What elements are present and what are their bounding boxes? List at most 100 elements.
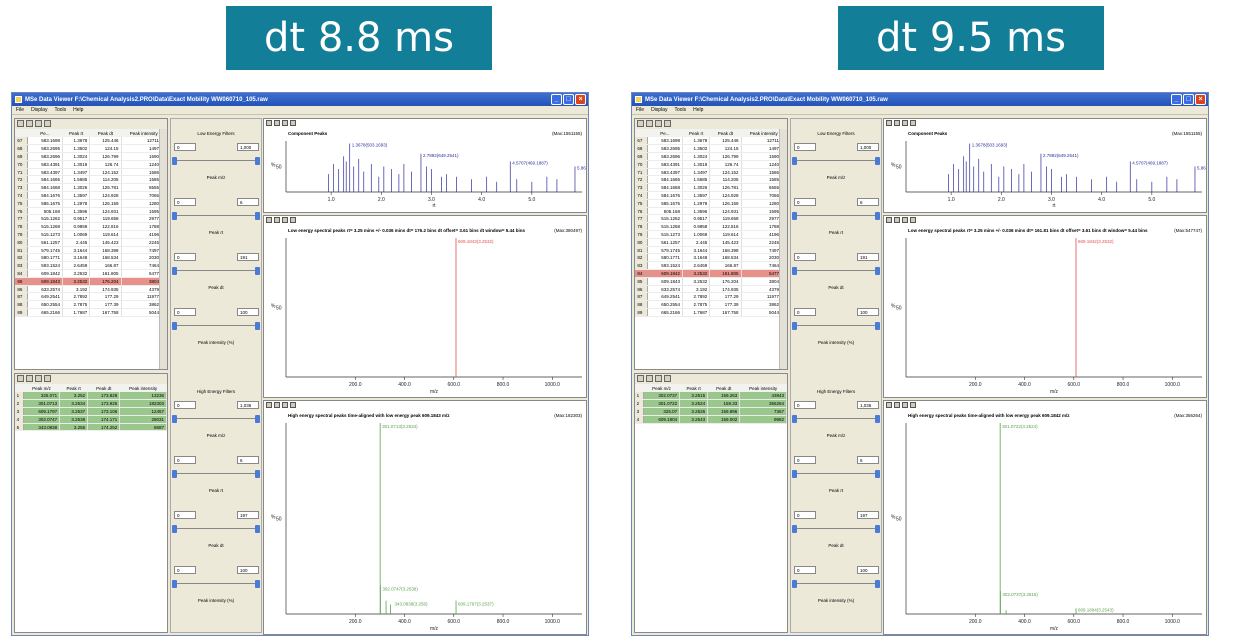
slider-max-handle[interactable] bbox=[875, 267, 880, 275]
toolbar-icon[interactable] bbox=[637, 120, 644, 127]
low-peaks-col-header[interactable]: Pe... bbox=[647, 129, 683, 137]
filter-min-input[interactable]: 0 bbox=[174, 511, 196, 519]
slider-min-handle[interactable] bbox=[172, 157, 177, 165]
filter-slider[interactable] bbox=[172, 157, 260, 165]
chart-tool-icon[interactable] bbox=[266, 217, 272, 223]
filter-slider[interactable] bbox=[172, 580, 260, 588]
filter-min-input[interactable]: 0 bbox=[174, 308, 196, 316]
high-peaks-col-header[interactable]: Peak intensity bbox=[739, 384, 787, 392]
slider-min-handle[interactable] bbox=[172, 470, 177, 478]
chart-tool-icon[interactable] bbox=[266, 402, 272, 408]
chart-tool-icon[interactable] bbox=[894, 120, 900, 126]
table-row[interactable]: 78 515.1268 0.9858 122.816 178817 bbox=[635, 222, 787, 232]
table-row[interactable]: 85 609.1843 3.2532 176.204 380497 bbox=[635, 277, 787, 286]
table-row[interactable]: 3 325.07 3.2526 159.896 7367 bbox=[635, 407, 787, 416]
table-row[interactable]: 1 325.071 3.252 173.828 13236 bbox=[15, 392, 167, 401]
chart-tool-icon[interactable] bbox=[910, 402, 916, 408]
slider-max-handle[interactable] bbox=[875, 525, 880, 533]
filter-slider[interactable] bbox=[172, 322, 260, 330]
slider-min-handle[interactable] bbox=[172, 322, 177, 330]
menu-help[interactable]: Help bbox=[73, 107, 84, 113]
filter-max-input[interactable]: 1,000 bbox=[857, 143, 879, 151]
table-row[interactable]: 67 583.1698 1.3678 125.446 1271139 bbox=[635, 137, 787, 146]
table-row[interactable]: 82 580.1771 3.1648 168.534 203020 bbox=[15, 253, 167, 263]
filter-slider[interactable] bbox=[792, 322, 880, 330]
filter-slider[interactable] bbox=[172, 525, 260, 533]
filter-max-input[interactable]: 1,036 bbox=[857, 401, 879, 409]
slider-max-handle[interactable] bbox=[255, 415, 260, 423]
chart-tool-icon[interactable] bbox=[282, 217, 288, 223]
table-row[interactable]: 73 584.1668 1.3026 126.781 655519 bbox=[635, 183, 787, 193]
slider-max-handle[interactable] bbox=[255, 267, 260, 275]
chart-tool-icon[interactable] bbox=[886, 120, 892, 126]
table-row[interactable]: 84 609.1842 3.2532 161.805 547747 bbox=[15, 269, 167, 278]
slider-max-handle[interactable] bbox=[255, 322, 260, 330]
table-row[interactable]: 84 609.1842 3.2532 161.805 547747 bbox=[635, 269, 787, 278]
slider-max-handle[interactable] bbox=[875, 157, 880, 165]
toolbar-icon[interactable] bbox=[655, 120, 662, 127]
toolbar-icon[interactable] bbox=[637, 375, 644, 382]
toolbar-icon[interactable] bbox=[26, 375, 33, 382]
filter-min-input[interactable]: 0 bbox=[174, 198, 196, 206]
filter-max-input[interactable]: 100 bbox=[857, 308, 879, 316]
minimize-button[interactable]: _ bbox=[551, 94, 562, 105]
menu-file[interactable]: File bbox=[16, 107, 25, 113]
low-peaks-col-header[interactable]: Pe... bbox=[27, 129, 63, 137]
table-row[interactable]: 87 649.2541 2.7892 177.29 1197772 bbox=[15, 292, 167, 302]
filter-max-input[interactable]: 6 bbox=[857, 198, 879, 206]
filter-slider[interactable] bbox=[792, 415, 880, 423]
filter-max-input[interactable]: 100 bbox=[857, 566, 879, 574]
slider-max-handle[interactable] bbox=[255, 157, 260, 165]
filter-slider[interactable] bbox=[792, 580, 880, 588]
high-peaks-col-header[interactable]: Peak dt bbox=[87, 384, 120, 392]
table-row[interactable]: 3 609.1797 3.2537 173.106 12457 bbox=[15, 407, 167, 416]
table-row[interactable]: 71 583.4397 1.3497 124.152 158645 bbox=[635, 168, 787, 177]
table-row[interactable]: 68 583.2695 1.3502 124.15 149765 bbox=[15, 144, 167, 154]
table-row[interactable]: 80 561.1257 2.445 145.423 224538 bbox=[635, 238, 787, 247]
table-row[interactable]: 70 583.4391 1.3019 126.74 124051 bbox=[15, 160, 167, 169]
chart-tool-icon[interactable] bbox=[282, 120, 288, 126]
table-row[interactable]: 72 584.1665 1.5685 114.205 158538 bbox=[635, 175, 787, 185]
filter-max-input[interactable]: 6 bbox=[857, 456, 879, 464]
toolbar-icon[interactable] bbox=[646, 120, 653, 127]
slider-min-handle[interactable] bbox=[172, 212, 177, 220]
table-row[interactable]: 71 583.4397 1.3497 124.152 158645 bbox=[15, 168, 167, 177]
table-row[interactable]: 78 515.1268 0.9858 122.816 178817 bbox=[15, 222, 167, 232]
filter-slider[interactable] bbox=[792, 470, 880, 478]
toolbar-icon[interactable] bbox=[35, 120, 42, 127]
table-row[interactable]: 2 301.0713 3.2534 173.925 182303 bbox=[15, 399, 167, 409]
table-row[interactable]: 85 609.1843 3.2532 176.204 380497 bbox=[15, 277, 167, 286]
chart-tool-icon[interactable] bbox=[274, 217, 280, 223]
filter-max-input[interactable]: 1,000 bbox=[237, 143, 259, 151]
toolbar-icon[interactable] bbox=[44, 375, 51, 382]
menu-display[interactable]: Display bbox=[31, 107, 48, 113]
close-button[interactable]: × bbox=[1195, 94, 1206, 105]
slider-max-handle[interactable] bbox=[255, 470, 260, 478]
table-row[interactable]: 77 515.1262 0.9517 119.658 297745 bbox=[15, 214, 167, 224]
filter-slider[interactable] bbox=[172, 470, 260, 478]
low-peaks-col-header[interactable]: Peak rt bbox=[682, 129, 710, 137]
slider-min-handle[interactable] bbox=[792, 470, 797, 478]
high-peaks-col-header[interactable]: Peak dt bbox=[707, 384, 740, 392]
high-peaks-col-header[interactable]: Peak intensity bbox=[119, 384, 167, 392]
chart-tool-icon[interactable] bbox=[886, 402, 892, 408]
filter-min-input[interactable]: 0 bbox=[174, 401, 196, 409]
low-list-scrollbar[interactable] bbox=[159, 129, 167, 369]
low-peaks-col-header[interactable]: Peak intensity bbox=[741, 129, 787, 137]
chart-tool-icon[interactable] bbox=[266, 120, 272, 126]
table-row[interactable]: 88 650.2554 2.7875 177.39 386290 bbox=[635, 300, 787, 310]
slider-min-handle[interactable] bbox=[792, 267, 797, 275]
high-peaks-col-header[interactable]: Peak m/z bbox=[643, 384, 680, 392]
table-row[interactable]: 81 579.1745 3.1644 168.398 749756 bbox=[15, 246, 167, 255]
filter-slider[interactable] bbox=[792, 267, 880, 275]
table-row[interactable]: 1 302.0737 3.2515 159.263 43843 bbox=[635, 392, 787, 401]
table-row[interactable]: 69 583.2696 1.3024 126.799 159020 bbox=[15, 152, 167, 161]
toolbar-icon[interactable] bbox=[664, 120, 671, 127]
table-row[interactable]: 75 585.1675 1.2978 126.159 128019 bbox=[15, 199, 167, 208]
low-peaks-col-header[interactable]: Peak dt bbox=[709, 129, 742, 137]
filter-slider[interactable] bbox=[172, 415, 260, 423]
filter-min-input[interactable]: 0 bbox=[794, 511, 816, 519]
chart-tool-icon[interactable] bbox=[902, 120, 908, 126]
close-button[interactable]: × bbox=[575, 94, 586, 105]
slider-min-handle[interactable] bbox=[172, 525, 177, 533]
